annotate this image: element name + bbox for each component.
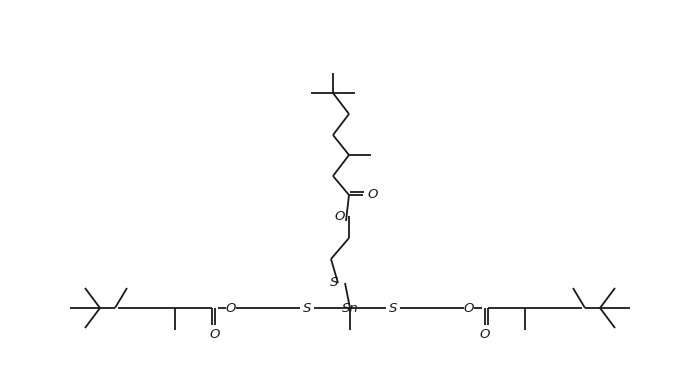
Text: S: S: [330, 276, 338, 290]
Text: O: O: [226, 301, 236, 314]
Text: O: O: [368, 187, 378, 200]
Text: Sn: Sn: [342, 301, 358, 314]
Text: O: O: [480, 328, 490, 341]
Text: S: S: [389, 301, 397, 314]
Text: O: O: [464, 301, 474, 314]
Text: S: S: [303, 301, 312, 314]
Text: O: O: [210, 328, 220, 341]
Text: O: O: [335, 209, 345, 223]
